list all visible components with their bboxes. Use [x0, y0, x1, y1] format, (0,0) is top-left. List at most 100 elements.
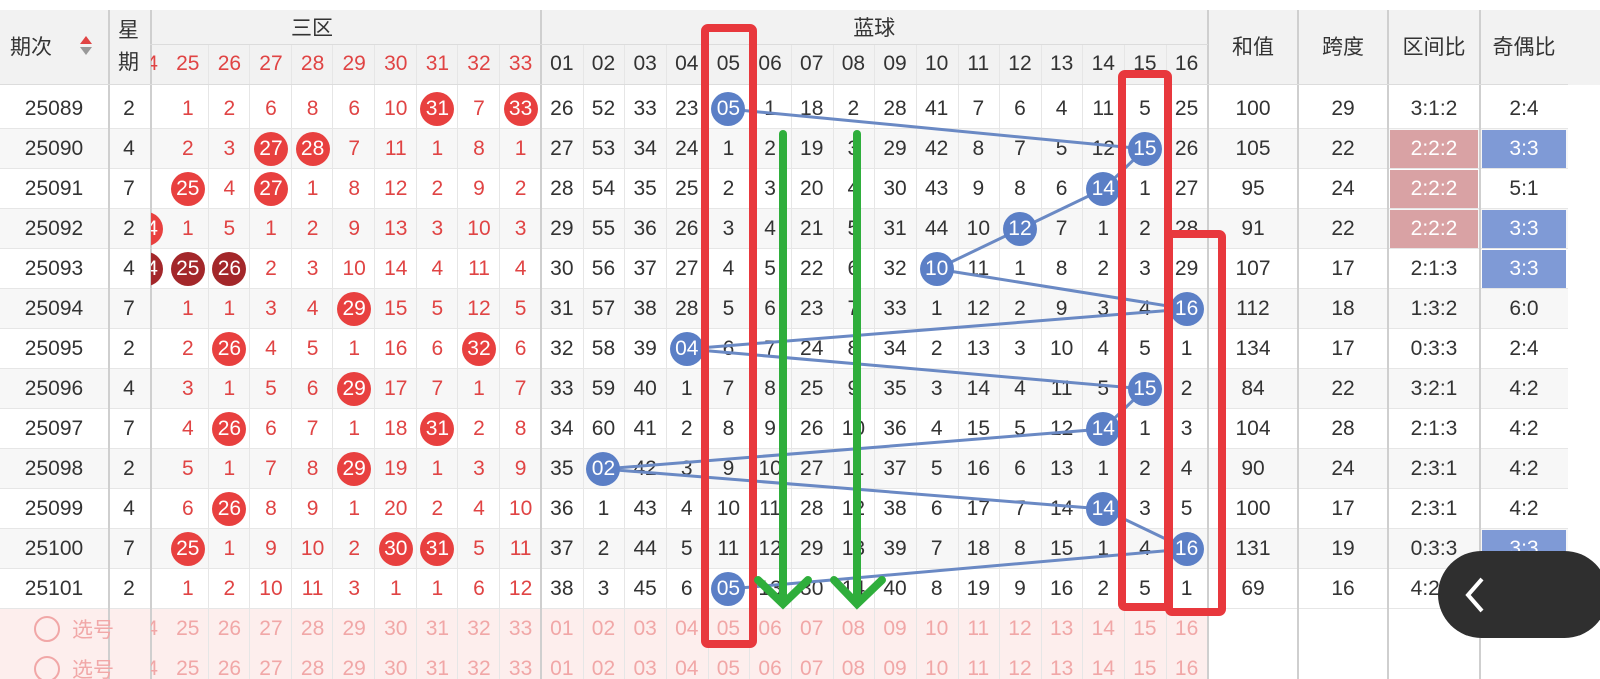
radio-button[interactable] — [34, 616, 60, 642]
weekday: 4 — [123, 497, 135, 520]
red-number: 8 — [348, 177, 361, 200]
red-column-header: 29 — [342, 52, 366, 75]
weekday: 2 — [123, 337, 135, 360]
red-column-header: 28 — [300, 52, 325, 75]
parity: 2:4 — [1509, 97, 1539, 120]
red-number: 4 — [431, 257, 444, 280]
red-number: 6 — [181, 497, 194, 520]
blue-number-ball: 10 — [916, 249, 958, 289]
red-number: 10 — [384, 97, 408, 120]
red-number-ball: 26 — [209, 249, 251, 289]
blue-number-ball: 15 — [1124, 129, 1166, 169]
sort-icon[interactable] — [80, 36, 92, 44]
footer-blue-number: 06 — [758, 617, 782, 640]
red-number: 1 — [181, 577, 194, 600]
red-number: 10 — [259, 577, 283, 600]
separator — [415, 44, 417, 679]
red-number: 8 — [306, 97, 319, 120]
blue-number: 28 — [883, 97, 907, 120]
weekday: 2 — [123, 217, 135, 240]
red-number: 9 — [348, 217, 361, 240]
footer-blue-number: 11 — [967, 657, 990, 679]
weekday: 4 — [123, 137, 135, 160]
blue-number: 1 — [722, 137, 735, 160]
weekday: 4 — [123, 257, 135, 280]
period: 25097 — [24, 417, 84, 440]
blue-number: 24 — [800, 337, 824, 360]
red-number: 1 — [223, 457, 236, 480]
blue-number-ball: 14 — [1082, 489, 1124, 529]
blue-number: 3 — [680, 457, 693, 480]
blue-column-header: 05 — [716, 52, 741, 75]
red-number: 10 — [300, 537, 325, 560]
parity: 3:3 — [1482, 130, 1566, 168]
blue-number-ball: 05 — [708, 89, 750, 129]
red-number-ball: 31 — [417, 409, 459, 449]
blue-number: 5 — [1097, 377, 1110, 400]
separator — [999, 44, 1001, 679]
blue-number-ball: 04 — [666, 329, 708, 369]
footer-red-number: 30 — [384, 657, 408, 679]
blue-number: 58 — [591, 337, 616, 360]
blue-number: 39 — [883, 537, 907, 560]
blue-number: 8 — [1014, 177, 1026, 200]
blue-number: 5 — [1055, 137, 1068, 160]
red-column-header: 26 — [217, 52, 242, 75]
footer-blue-number: 13 — [1049, 657, 1074, 679]
blue-number: 32 — [550, 337, 574, 360]
blue-number: 6 — [722, 337, 735, 360]
footer-red-number: 28 — [300, 617, 325, 640]
separator — [249, 44, 251, 679]
sum: 104 — [1235, 417, 1271, 440]
separator — [150, 44, 1208, 45]
footer-blue-number: 14 — [1091, 657, 1115, 679]
period: 25092 — [24, 217, 84, 240]
red-number: 4 — [223, 177, 236, 200]
red-column-header: 24 — [151, 52, 158, 75]
sum: 95 — [1241, 177, 1265, 200]
blue-number: 3 — [930, 377, 943, 400]
blue-number: 1 — [680, 377, 693, 400]
red-number: 6 — [514, 337, 527, 360]
blue-number: 34 — [633, 137, 657, 160]
sort-icon[interactable] — [80, 47, 92, 55]
separator — [1207, 10, 1209, 679]
sum: 69 — [1241, 577, 1265, 600]
radio-button[interactable] — [34, 656, 60, 679]
separator — [1297, 10, 1299, 679]
red-number-ball: 24 — [151, 249, 167, 289]
blue-number: 3 — [1180, 417, 1193, 440]
blue-number: 26 — [1174, 137, 1199, 160]
footer-red-number: 33 — [508, 657, 533, 679]
weekday: 7 — [123, 177, 135, 200]
red-number: 8 — [306, 457, 319, 480]
expand-button[interactable] — [1438, 551, 1600, 638]
footer-blue-number: 02 — [591, 657, 616, 679]
blue-number: 18 — [800, 97, 824, 120]
blue-number: 2 — [1097, 257, 1110, 280]
red-box — [1118, 70, 1172, 611]
red-number: 7 — [431, 377, 444, 400]
period: 25090 — [24, 137, 84, 160]
red-number: 1 — [265, 217, 277, 240]
weekday: 7 — [123, 537, 135, 560]
blue-number: 38 — [550, 577, 574, 600]
blue-number: 4 — [722, 257, 735, 280]
green-arrows — [754, 130, 886, 610]
red-number: 1 — [181, 217, 194, 240]
blue-column-header: 01 — [550, 52, 574, 75]
footer-blue-number: 07 — [800, 657, 824, 679]
footer-red-number: 28 — [300, 657, 325, 679]
blue-number: 12 — [966, 297, 990, 320]
separator — [582, 44, 584, 679]
red-number-ball: 32 — [458, 329, 500, 369]
blue-column-header: 12 — [1008, 52, 1032, 75]
parity: 6:0 — [1509, 297, 1539, 320]
blue-number: 1 — [1014, 257, 1026, 280]
blue-number: 37 — [550, 537, 574, 560]
blue-number: 3 — [764, 177, 776, 200]
red-number: 7 — [348, 137, 361, 160]
footer-blue-number: 15 — [1133, 617, 1157, 640]
separator — [457, 44, 459, 679]
red-number-ball: 27 — [250, 169, 292, 209]
